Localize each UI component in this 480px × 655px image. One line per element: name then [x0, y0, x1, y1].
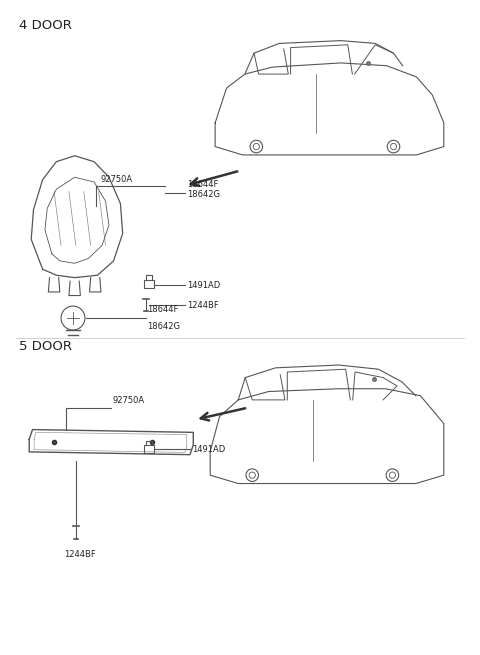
Text: 5 DOOR: 5 DOOR — [19, 340, 72, 353]
Text: 18644F: 18644F — [187, 179, 219, 189]
Text: 4 DOOR: 4 DOOR — [19, 19, 72, 32]
Text: 1244BF: 1244BF — [187, 301, 219, 310]
Text: 1491AD: 1491AD — [187, 281, 220, 290]
Text: 18644F: 18644F — [147, 305, 179, 314]
Text: 1491AD: 1491AD — [192, 445, 226, 454]
Text: 18642G: 18642G — [187, 189, 220, 198]
Text: 1244BF: 1244BF — [64, 550, 96, 559]
Text: 18642G: 18642G — [147, 322, 180, 331]
Text: 92750A: 92750A — [113, 396, 145, 405]
FancyBboxPatch shape — [144, 445, 154, 453]
Text: 92750A: 92750A — [101, 175, 133, 183]
FancyBboxPatch shape — [144, 280, 154, 288]
